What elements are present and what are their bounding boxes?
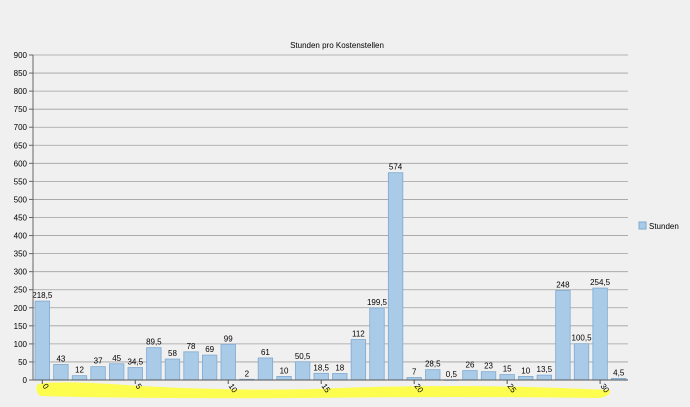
chart-title: Stunden pro Kostenstellen xyxy=(290,41,384,50)
legend-label: Stunden xyxy=(649,222,679,231)
y-axis: 0 50 100 150 200 250 300 350 400 450 500 550 600 650 7… xyxy=(14,51,34,385)
bar xyxy=(536,374,552,381)
bar xyxy=(201,354,218,381)
y-tick-label: 600 xyxy=(14,159,28,168)
bar xyxy=(71,375,88,381)
y-tick-label: 100 xyxy=(14,340,28,349)
highlight-annotation xyxy=(36,382,611,399)
bar xyxy=(369,307,385,381)
bar xyxy=(127,367,143,381)
data-label: 61 xyxy=(261,348,270,357)
bar xyxy=(499,374,515,381)
bar xyxy=(573,343,590,381)
data-label: 7 xyxy=(412,367,417,376)
bar xyxy=(53,364,69,381)
bar xyxy=(220,343,236,381)
y-tick-label: 400 xyxy=(14,232,28,241)
bar xyxy=(276,375,292,381)
data-label: 574 xyxy=(389,163,403,172)
data-label: 254,5 xyxy=(590,278,611,287)
bar xyxy=(518,375,534,381)
bar xyxy=(34,300,50,381)
data-label: 78 xyxy=(187,342,196,351)
data-label: 23 xyxy=(484,362,493,371)
y-tick-label: 750 xyxy=(14,105,28,114)
y-tick-label: 500 xyxy=(14,195,28,204)
y-tick-label: 550 xyxy=(14,177,28,186)
data-label: 99 xyxy=(224,334,233,343)
bar xyxy=(332,373,348,381)
legend-swatch xyxy=(638,221,647,230)
data-label: 10 xyxy=(521,366,530,375)
data-label: 89,5 xyxy=(146,338,162,347)
bar xyxy=(387,172,404,381)
bar xyxy=(257,357,274,381)
data-label: 45 xyxy=(112,354,121,363)
x-tick-label: 5 xyxy=(134,382,144,391)
data-label: 218,5 xyxy=(32,291,53,300)
data-label: 18 xyxy=(335,364,344,373)
y-tick-label: 900 xyxy=(14,51,28,60)
data-label: 34,5 xyxy=(127,358,143,367)
data-label: 28,5 xyxy=(425,360,441,369)
data-label: 100,5 xyxy=(572,334,593,343)
bar xyxy=(183,351,199,381)
bar xyxy=(164,358,181,381)
bar xyxy=(109,363,125,381)
y-tick-label: 300 xyxy=(14,268,28,277)
data-label: 2 xyxy=(245,369,250,378)
data-label: 18,5 xyxy=(313,363,329,372)
bar xyxy=(350,339,367,381)
data-label: 26 xyxy=(466,361,475,370)
y-tick-label: 700 xyxy=(14,123,28,132)
data-label: 4,5 xyxy=(613,368,625,377)
grid-lines xyxy=(33,54,628,381)
legend: Stunden xyxy=(638,221,679,231)
data-label: 15 xyxy=(503,365,512,374)
bar xyxy=(294,361,311,381)
bars xyxy=(34,172,627,381)
y-tick-label: 250 xyxy=(14,286,28,295)
bar xyxy=(146,347,162,381)
y-tick-label: 50 xyxy=(18,358,27,367)
data-label: 13,5 xyxy=(537,365,553,374)
bar xyxy=(313,372,329,381)
bar xyxy=(425,369,441,381)
data-label: 12 xyxy=(75,366,84,375)
x-tick-label: 0 xyxy=(41,382,51,391)
bar xyxy=(90,366,106,381)
data-label: 37 xyxy=(94,357,103,366)
y-tick-label: 200 xyxy=(14,304,28,313)
bar xyxy=(462,370,478,381)
y-tick-label: 150 xyxy=(14,322,28,331)
y-tick-label: 450 xyxy=(14,214,28,223)
yellow-highlight-mark xyxy=(36,382,611,399)
y-tick-label: 850 xyxy=(14,69,28,78)
bar xyxy=(592,287,608,381)
y-tick-label: 800 xyxy=(14,87,28,96)
data-label: 112 xyxy=(352,330,365,339)
data-label: 50,5 xyxy=(295,352,311,361)
data-label: 248 xyxy=(556,280,570,289)
data-label: 43 xyxy=(56,354,65,363)
data-label: 58 xyxy=(168,349,177,358)
bar xyxy=(480,371,497,381)
data-label: 10 xyxy=(280,366,289,375)
data-label: 0,5 xyxy=(446,370,458,379)
bar xyxy=(555,290,571,381)
y-tick-label: 0 xyxy=(23,376,28,385)
y-tick-label: 350 xyxy=(14,250,28,259)
y-tick-label: 650 xyxy=(14,141,28,150)
data-label: 199,5 xyxy=(367,298,388,307)
data-label: 69 xyxy=(205,345,214,354)
